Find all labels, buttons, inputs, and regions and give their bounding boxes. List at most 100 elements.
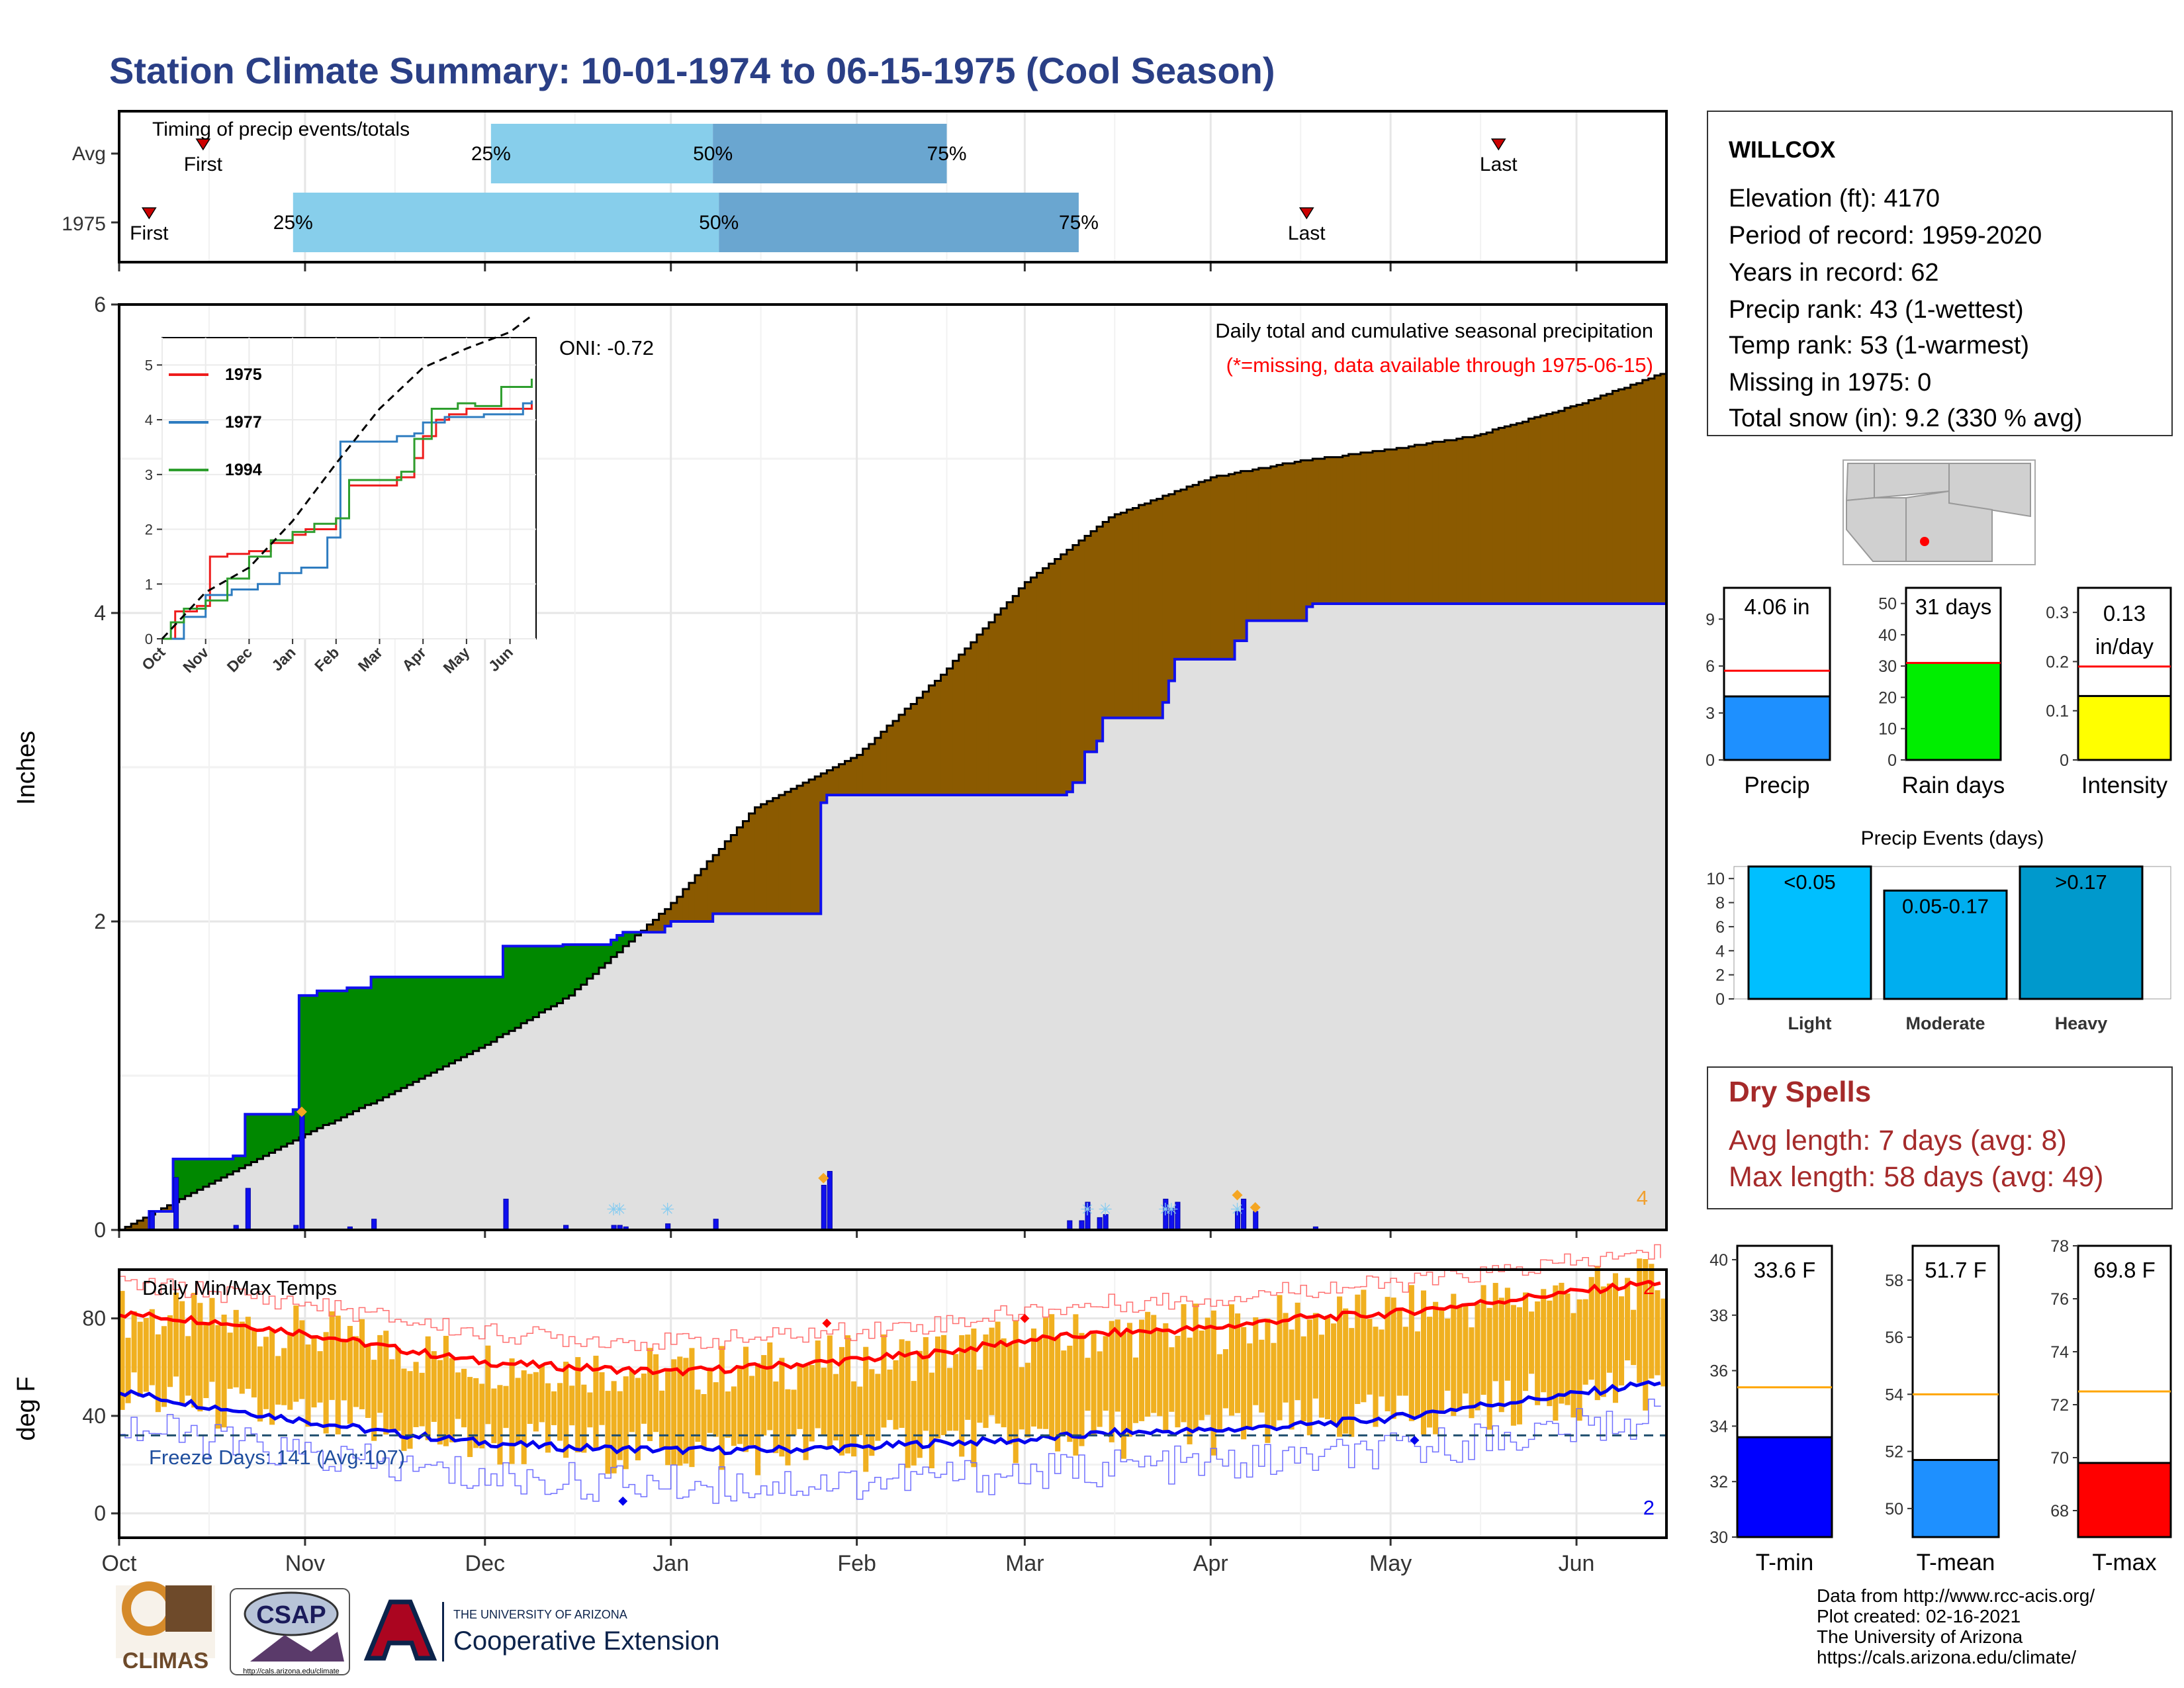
- precip-surplus-segment: [425, 976, 432, 1076]
- precip-surplus-segment: [563, 944, 570, 999]
- temp-xtick-label: Nov: [285, 1551, 325, 1576]
- temp-daily-bar: [1385, 1297, 1390, 1411]
- precip-deficit-segment: [1150, 500, 1158, 718]
- temp-daily-bar: [1361, 1289, 1367, 1403]
- precip-deficit-segment: [1240, 471, 1248, 641]
- temp-daily-bar: [767, 1342, 773, 1430]
- precip-surplus-segment: [227, 1158, 234, 1175]
- map-state-northeast: [1948, 463, 2031, 518]
- precip-deficit-segment: [1168, 494, 1175, 681]
- precip-y-axis-label: Inches: [13, 731, 40, 805]
- temp-daily-bar: [335, 1315, 341, 1434]
- precip-deficit-segment: [815, 776, 821, 914]
- precip-total-bar: [1723, 695, 1831, 761]
- temp-daily-bar: [1445, 1318, 1451, 1391]
- temp-daily-bar: [1588, 1277, 1594, 1380]
- temp-avg-max-line: [118, 1280, 1661, 1377]
- temp-daily-bar: [929, 1372, 934, 1469]
- events-category-heavy: Heavy: [2055, 1013, 2108, 1033]
- temp-daily-bar: [161, 1326, 167, 1407]
- temperature-summary-charts: 30 32 34 36 38 40 33.6 F T-min 50 52 54 56 58 51.7 F T…: [1709, 1237, 2172, 1575]
- temp-daily-bar: [1337, 1296, 1343, 1437]
- temp-daily-bar: [413, 1362, 419, 1427]
- dry-spells-avg: Avg length: 7 days (avg: 8): [1729, 1125, 2067, 1156]
- logos: CLIMAS CSAP http://cals.arizona.edu/clim…: [116, 1581, 719, 1675]
- temp-daily-bar: [899, 1339, 905, 1429]
- inset-avg-dashed-line: [161, 314, 533, 640]
- temp-daily-bar: [1612, 1273, 1619, 1403]
- precip-deficit-segment: [1486, 432, 1493, 604]
- precip-surplus-segment: [629, 932, 635, 942]
- temp-daily-bar: [857, 1386, 863, 1435]
- precip-deficit-segment: [868, 744, 876, 795]
- temp-daily-bar: [431, 1351, 437, 1423]
- precip-deficit-segment: [893, 721, 899, 795]
- precip-surplus-segment: [365, 988, 372, 1105]
- temp-daily-bar: [1433, 1301, 1439, 1434]
- temp-daily-bar: [263, 1336, 269, 1409]
- tmax-value-label: 69.8 F: [2093, 1258, 2156, 1282]
- precip-deficit-segment: [1210, 477, 1217, 659]
- temp-daily-bar: [797, 1364, 803, 1429]
- precip-daily-bar: [173, 1177, 179, 1231]
- temp-daily-bar: [245, 1317, 251, 1389]
- temp-daily-bar: [779, 1358, 785, 1457]
- precip-surplus-segment: [611, 939, 617, 957]
- precip-deficit-segment: [743, 821, 750, 914]
- temp-daily-bar: [989, 1327, 995, 1415]
- credit-line-url: https://cals.arizona.edu/climate/: [1817, 1647, 2076, 1667]
- precip-deficit-segment: [1438, 442, 1445, 604]
- rain-days-ytick-label: 30: [1878, 657, 1897, 676]
- temp-daily-bar: [1036, 1338, 1043, 1429]
- precip-deficit-segment: [664, 909, 672, 926]
- precip-surplus-segment: [605, 944, 612, 963]
- precip-deficit-segment: [1540, 415, 1547, 604]
- precip-surplus-segment: [298, 995, 306, 1138]
- temp-daily-bar: [1643, 1258, 1649, 1411]
- rain-days-bar: [1905, 661, 2002, 761]
- precip-deficit-segment: [1444, 440, 1451, 604]
- temp-avg-min-line: [118, 1380, 1661, 1456]
- precip-deficit-segment: [1552, 412, 1559, 604]
- temp-daily-bar: [1631, 1309, 1637, 1366]
- precip-deficit-segment: [958, 654, 966, 795]
- temp-daily-bar: [305, 1344, 311, 1427]
- temp-daily-bar: [227, 1333, 233, 1389]
- temp-daily-bar: [1043, 1317, 1049, 1429]
- tmean-ytick-label: 54: [1885, 1385, 1903, 1404]
- precip-surplus-segment: [203, 1158, 210, 1187]
- precip-daily-bar: [1097, 1217, 1103, 1231]
- temp-daily-bar: [1085, 1358, 1091, 1411]
- timing-p75-label-0: 75%: [927, 143, 967, 165]
- temp-daily-bar: [1001, 1338, 1007, 1428]
- precip-surplus-segment: [197, 1158, 204, 1190]
- temp-daily-bar: [1390, 1297, 1396, 1419]
- temp-daily-bar: [359, 1319, 365, 1409]
- precip-deficit-segment: [731, 835, 737, 914]
- inset-ytick-label: 2: [145, 522, 153, 538]
- temp-daily-bar: [353, 1336, 359, 1407]
- temp-daily-bar: [377, 1335, 383, 1413]
- timing-first-marker-1: [141, 207, 157, 220]
- events-bar-label-heavy: >0.17: [2055, 870, 2107, 894]
- tmax-ytick-label: 72: [2050, 1396, 2069, 1415]
- precip-deficit-segment: [1642, 380, 1649, 604]
- temp-daily-bar: [1637, 1258, 1643, 1383]
- temp-daily-bar: [1132, 1357, 1139, 1423]
- temp-daily-bar: [1055, 1336, 1061, 1452]
- inset-ytick-label: 5: [145, 357, 153, 373]
- precip-deficit-segment: [1594, 399, 1601, 604]
- temp-daily-bar: [1510, 1305, 1516, 1426]
- precip-surplus-segment: [521, 946, 527, 1023]
- temp-daily-bar: [1187, 1337, 1193, 1444]
- precip-deficit-segment: [970, 642, 978, 795]
- precip-ytick-label: 4: [94, 601, 106, 625]
- precip-deficit-segment: [1342, 455, 1349, 604]
- temp-daily-bar: [389, 1359, 395, 1432]
- precip-surplus-segment: [533, 946, 539, 1017]
- precip-deficit-segment: [1588, 400, 1595, 604]
- temp-daily-bar: [545, 1383, 551, 1453]
- tmin-ytick-label: 32: [1709, 1473, 1728, 1491]
- temp-daily-bar: [1097, 1351, 1103, 1427]
